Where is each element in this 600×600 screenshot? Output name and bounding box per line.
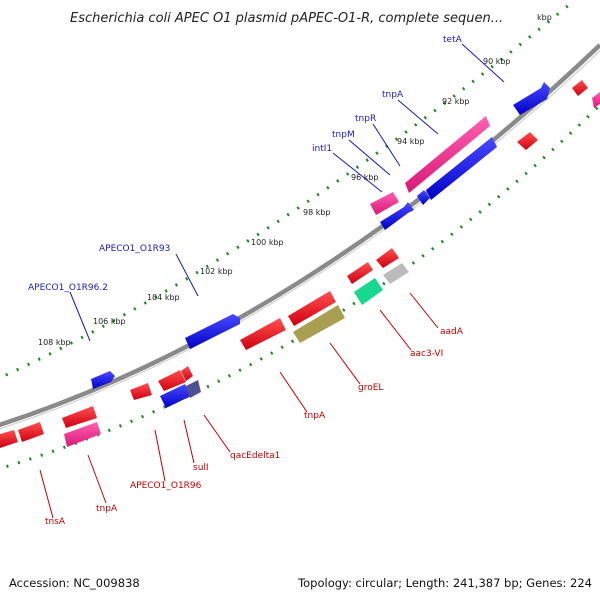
gene-tnpM bbox=[370, 192, 399, 215]
tick-106: 106 kbp bbox=[93, 317, 126, 326]
tick-96: 96 kbp bbox=[351, 173, 379, 182]
label-sulI: sulI bbox=[193, 463, 209, 473]
gene-r8 bbox=[181, 366, 193, 381]
gene-qacEdelta1 bbox=[186, 380, 201, 398]
label-qacEdelta1: qacEdelta1 bbox=[230, 451, 280, 461]
label-tnpA-left: tnpA bbox=[96, 504, 118, 514]
gene-tetA bbox=[513, 82, 550, 115]
tick-90: 90 kbp bbox=[483, 57, 511, 66]
leader-lines bbox=[39, 43, 505, 519]
gene-intI1 bbox=[380, 202, 414, 230]
backbone bbox=[0, 43, 600, 430]
gene-tnpA-fwd bbox=[405, 116, 490, 193]
gene-aadA bbox=[383, 263, 409, 284]
map-title: Escherichia coli APEC O1 plasmid pAPEC-O… bbox=[70, 11, 503, 26]
accession-text: Accession: NC_009838 bbox=[9, 576, 140, 590]
gene-r1 bbox=[572, 80, 588, 96]
tick-108: 108 kbp bbox=[38, 338, 71, 347]
label-intI1: intI1 bbox=[312, 144, 332, 154]
tick-partial-label: kbp bbox=[537, 13, 552, 22]
tick-92: 92 kbp bbox=[442, 97, 470, 106]
gene-r5 bbox=[347, 262, 373, 284]
gene-tnpA-rev bbox=[288, 291, 336, 326]
tick-98: 98 kbp bbox=[303, 208, 331, 217]
tick-104: 104 kbp bbox=[147, 293, 180, 302]
forward-genes bbox=[91, 82, 550, 389]
gene-sulI bbox=[160, 384, 191, 408]
gene-tnsA bbox=[0, 430, 18, 448]
tick-94: 94 kbp bbox=[397, 137, 425, 146]
label-tnsA: tnsA bbox=[45, 517, 66, 527]
tick-102: 102 kbp bbox=[200, 267, 233, 276]
gene-r2 bbox=[592, 92, 600, 108]
reverse-genes bbox=[0, 80, 600, 448]
label-tnpA-fwd: tnpA bbox=[382, 90, 404, 100]
label-aadA: aadA bbox=[440, 327, 464, 337]
label-tnpR: tnpR bbox=[355, 114, 376, 124]
gene-tnpR bbox=[417, 190, 430, 205]
gene-groEL bbox=[293, 305, 345, 343]
tick-100: 100 kbp bbox=[251, 238, 284, 247]
label-tnpA-rev: tnpA bbox=[304, 411, 326, 421]
gene-r7 bbox=[158, 370, 186, 391]
label-tnpM: tnpM bbox=[332, 130, 355, 140]
label-tetA: tetA bbox=[443, 35, 463, 45]
label-APECO1_O1R96.2: APECO1_O1R96.2 bbox=[28, 283, 108, 293]
outer-tick-ring bbox=[0, 0, 576, 380]
label-aac3-VI: aac3-VI bbox=[410, 349, 443, 359]
gene-r11 bbox=[18, 422, 44, 442]
gene-aac3-VI bbox=[354, 278, 383, 305]
gene-tnpA-pink bbox=[64, 422, 101, 447]
label-APECO1_O1R93: APECO1_O1R93 bbox=[99, 244, 170, 254]
topology-summary: Topology: circular; Length: 241,387 bp; … bbox=[298, 576, 592, 590]
gene-APECO1_O1R96.2 bbox=[91, 371, 115, 389]
label-APECO1_O1R96: APECO1_O1R96 bbox=[130, 481, 202, 491]
gene-APECO1_O1R93 bbox=[185, 314, 240, 349]
gene-r4 bbox=[376, 248, 399, 268]
gene-r10 bbox=[62, 406, 97, 428]
label-groEL: groEL bbox=[358, 383, 383, 393]
forward-labels: tetA tnpA tnpR tnpM intI1 APECO1_O1R93 A… bbox=[28, 35, 463, 293]
gene-r9 bbox=[130, 383, 152, 400]
tick-labels: 90 kbp 92 kbp 94 kbp 96 kbp 98 kbp 100 k… bbox=[38, 57, 511, 347]
gene-r6 bbox=[240, 318, 286, 350]
reverse-labels: aadA aac3-VI groEL tnpA qacEdelta1 sulI … bbox=[45, 327, 464, 527]
gene-r3 bbox=[517, 132, 538, 150]
gene-tnpA-blue bbox=[426, 137, 497, 200]
